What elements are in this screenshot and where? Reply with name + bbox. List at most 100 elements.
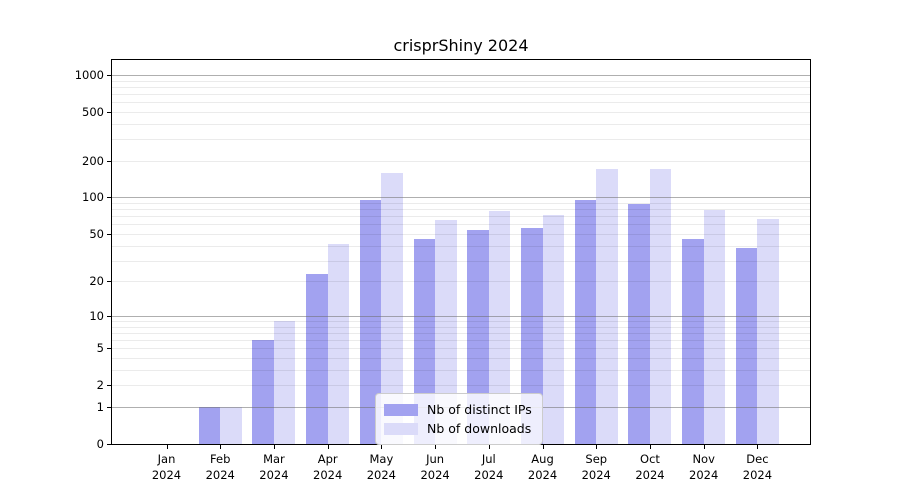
bar-distinct-ips <box>198 406 221 444</box>
y-axis-tick-mark <box>107 160 111 162</box>
y-axis-tick-mark <box>107 233 111 235</box>
x-axis-tick-label: Oct 2024 <box>635 452 665 482</box>
y-axis-tick-label: 10 <box>89 308 104 323</box>
y-axis-tick-mark <box>107 197 111 199</box>
x-axis-tick-mark <box>273 445 275 449</box>
x-axis-tick-label: Jan 2024 <box>151 452 182 482</box>
bar-distinct-ips <box>628 203 650 444</box>
gridline-minor <box>112 139 810 141</box>
x-axis-tick-mark <box>757 445 759 449</box>
x-axis-tick-mark <box>220 445 222 449</box>
x-axis-tick-label: Jun 2024 <box>420 452 450 482</box>
legend: Nb of distinct IPs Nb of downloads <box>375 393 543 445</box>
gridline-minor <box>112 123 810 125</box>
x-axis-tick-mark <box>596 445 598 449</box>
y-axis-tick-mark <box>107 348 111 350</box>
gridline-minor <box>112 111 810 113</box>
bar-distinct-ips <box>467 229 489 444</box>
legend-label-downloads: Nb of downloads <box>427 421 532 436</box>
bar-distinct-ips <box>413 239 436 444</box>
x-axis-tick-mark <box>703 445 705 449</box>
y-axis-tick-mark <box>107 74 111 76</box>
y-axis-tick-label: 5 <box>96 341 104 356</box>
gridline-minor <box>112 281 810 283</box>
y-axis-tick-mark <box>107 444 111 445</box>
bar-downloads <box>381 172 403 444</box>
bar-downloads <box>596 168 618 444</box>
x-axis-tick-label: Dec 2024 <box>742 452 773 482</box>
bar-distinct-ips <box>574 199 597 444</box>
legend-row-downloads: Nb of downloads <box>384 419 532 438</box>
bar-distinct-ips <box>682 239 704 444</box>
x-axis-tick-mark <box>327 445 329 449</box>
x-axis-tick-label: Mar 2024 <box>259 452 289 482</box>
y-axis-tick-label: 0 <box>96 437 104 451</box>
bar-distinct-ips <box>735 248 758 444</box>
x-axis-tick-label: Apr 2024 <box>313 452 343 482</box>
gridline-minor <box>112 216 810 218</box>
gridline-minor <box>112 340 810 342</box>
gridline-minor <box>112 348 810 350</box>
y-axis-tick-label: 20 <box>89 274 104 289</box>
bar-downloads <box>488 211 511 444</box>
legend-swatch-distinct-ips-icon <box>384 403 418 416</box>
gridline-minor <box>112 93 810 95</box>
gridline-minor <box>112 203 810 205</box>
gridline-minor <box>112 332 810 334</box>
y-axis-spine <box>111 60 112 444</box>
gridline-minor <box>112 326 810 328</box>
grid-layer <box>112 60 810 444</box>
gridline-minor <box>112 224 810 226</box>
x-axis-tick-mark <box>649 445 651 449</box>
x-axis-tick-mark <box>381 445 383 449</box>
bar-downloads <box>703 209 726 444</box>
legend-label-distinct-ips: Nb of distinct IPs <box>427 402 532 417</box>
y-axis-tick-label: 2 <box>96 378 104 393</box>
bar-distinct-ips <box>521 228 543 444</box>
y-axis-tick-label: 100 <box>82 190 104 205</box>
y-axis-tick-mark <box>107 315 111 317</box>
bar-downloads <box>757 219 779 444</box>
gridline-major <box>112 315 810 317</box>
y-axis-tick-mark <box>107 111 111 113</box>
bars-layer <box>112 60 810 444</box>
y-axis-tick-label: 50 <box>89 226 104 241</box>
bar-downloads <box>542 214 565 444</box>
gridline-minor <box>112 233 810 235</box>
x-axis-tick-mark <box>488 445 490 449</box>
gridline-minor <box>112 80 810 82</box>
bar-distinct-ips <box>359 199 382 444</box>
gridline-minor <box>112 245 810 247</box>
gridline-minor <box>112 369 810 371</box>
gridline-minor <box>112 358 810 360</box>
bar-downloads <box>273 321 296 444</box>
legend-swatch-downloads-icon <box>384 422 418 435</box>
gridline-major <box>112 197 810 199</box>
bar-downloads <box>649 168 672 444</box>
y-axis-tick-label: 1000 <box>74 67 104 82</box>
gridline-minor <box>112 102 810 104</box>
bar-downloads <box>327 244 350 444</box>
x-axis-tick-label: May 2024 <box>366 452 397 482</box>
y-axis-tick-mark <box>107 406 111 408</box>
x-axis-tick-label: Aug 2024 <box>527 452 558 482</box>
x-axis-tick-label: Sep 2024 <box>581 452 611 482</box>
gridline-minor <box>112 209 810 211</box>
gridline-minor <box>112 260 810 262</box>
x-axis-tick-label: Nov 2024 <box>689 452 719 482</box>
x-axis-tick-label: Feb 2024 <box>205 452 235 482</box>
legend-row-distinct-ips: Nb of distinct IPs <box>384 400 532 419</box>
x-axis-tick-label: Jul 2024 <box>474 452 504 482</box>
chart-title: crisprShiny 2024 <box>393 36 529 55</box>
x-axis-tick-mark <box>542 445 544 449</box>
x-axis-tick-mark <box>435 445 437 449</box>
gridline-minor <box>112 86 810 88</box>
x-axis-tick-mark <box>166 445 168 449</box>
y-axis-tick-label: 500 <box>82 104 104 119</box>
bar-distinct-ips <box>252 340 274 444</box>
y-axis-tick-mark <box>107 281 111 283</box>
right-spine <box>810 60 811 444</box>
gridline-minor <box>112 385 810 387</box>
y-axis-tick-label: 1 <box>96 399 104 414</box>
